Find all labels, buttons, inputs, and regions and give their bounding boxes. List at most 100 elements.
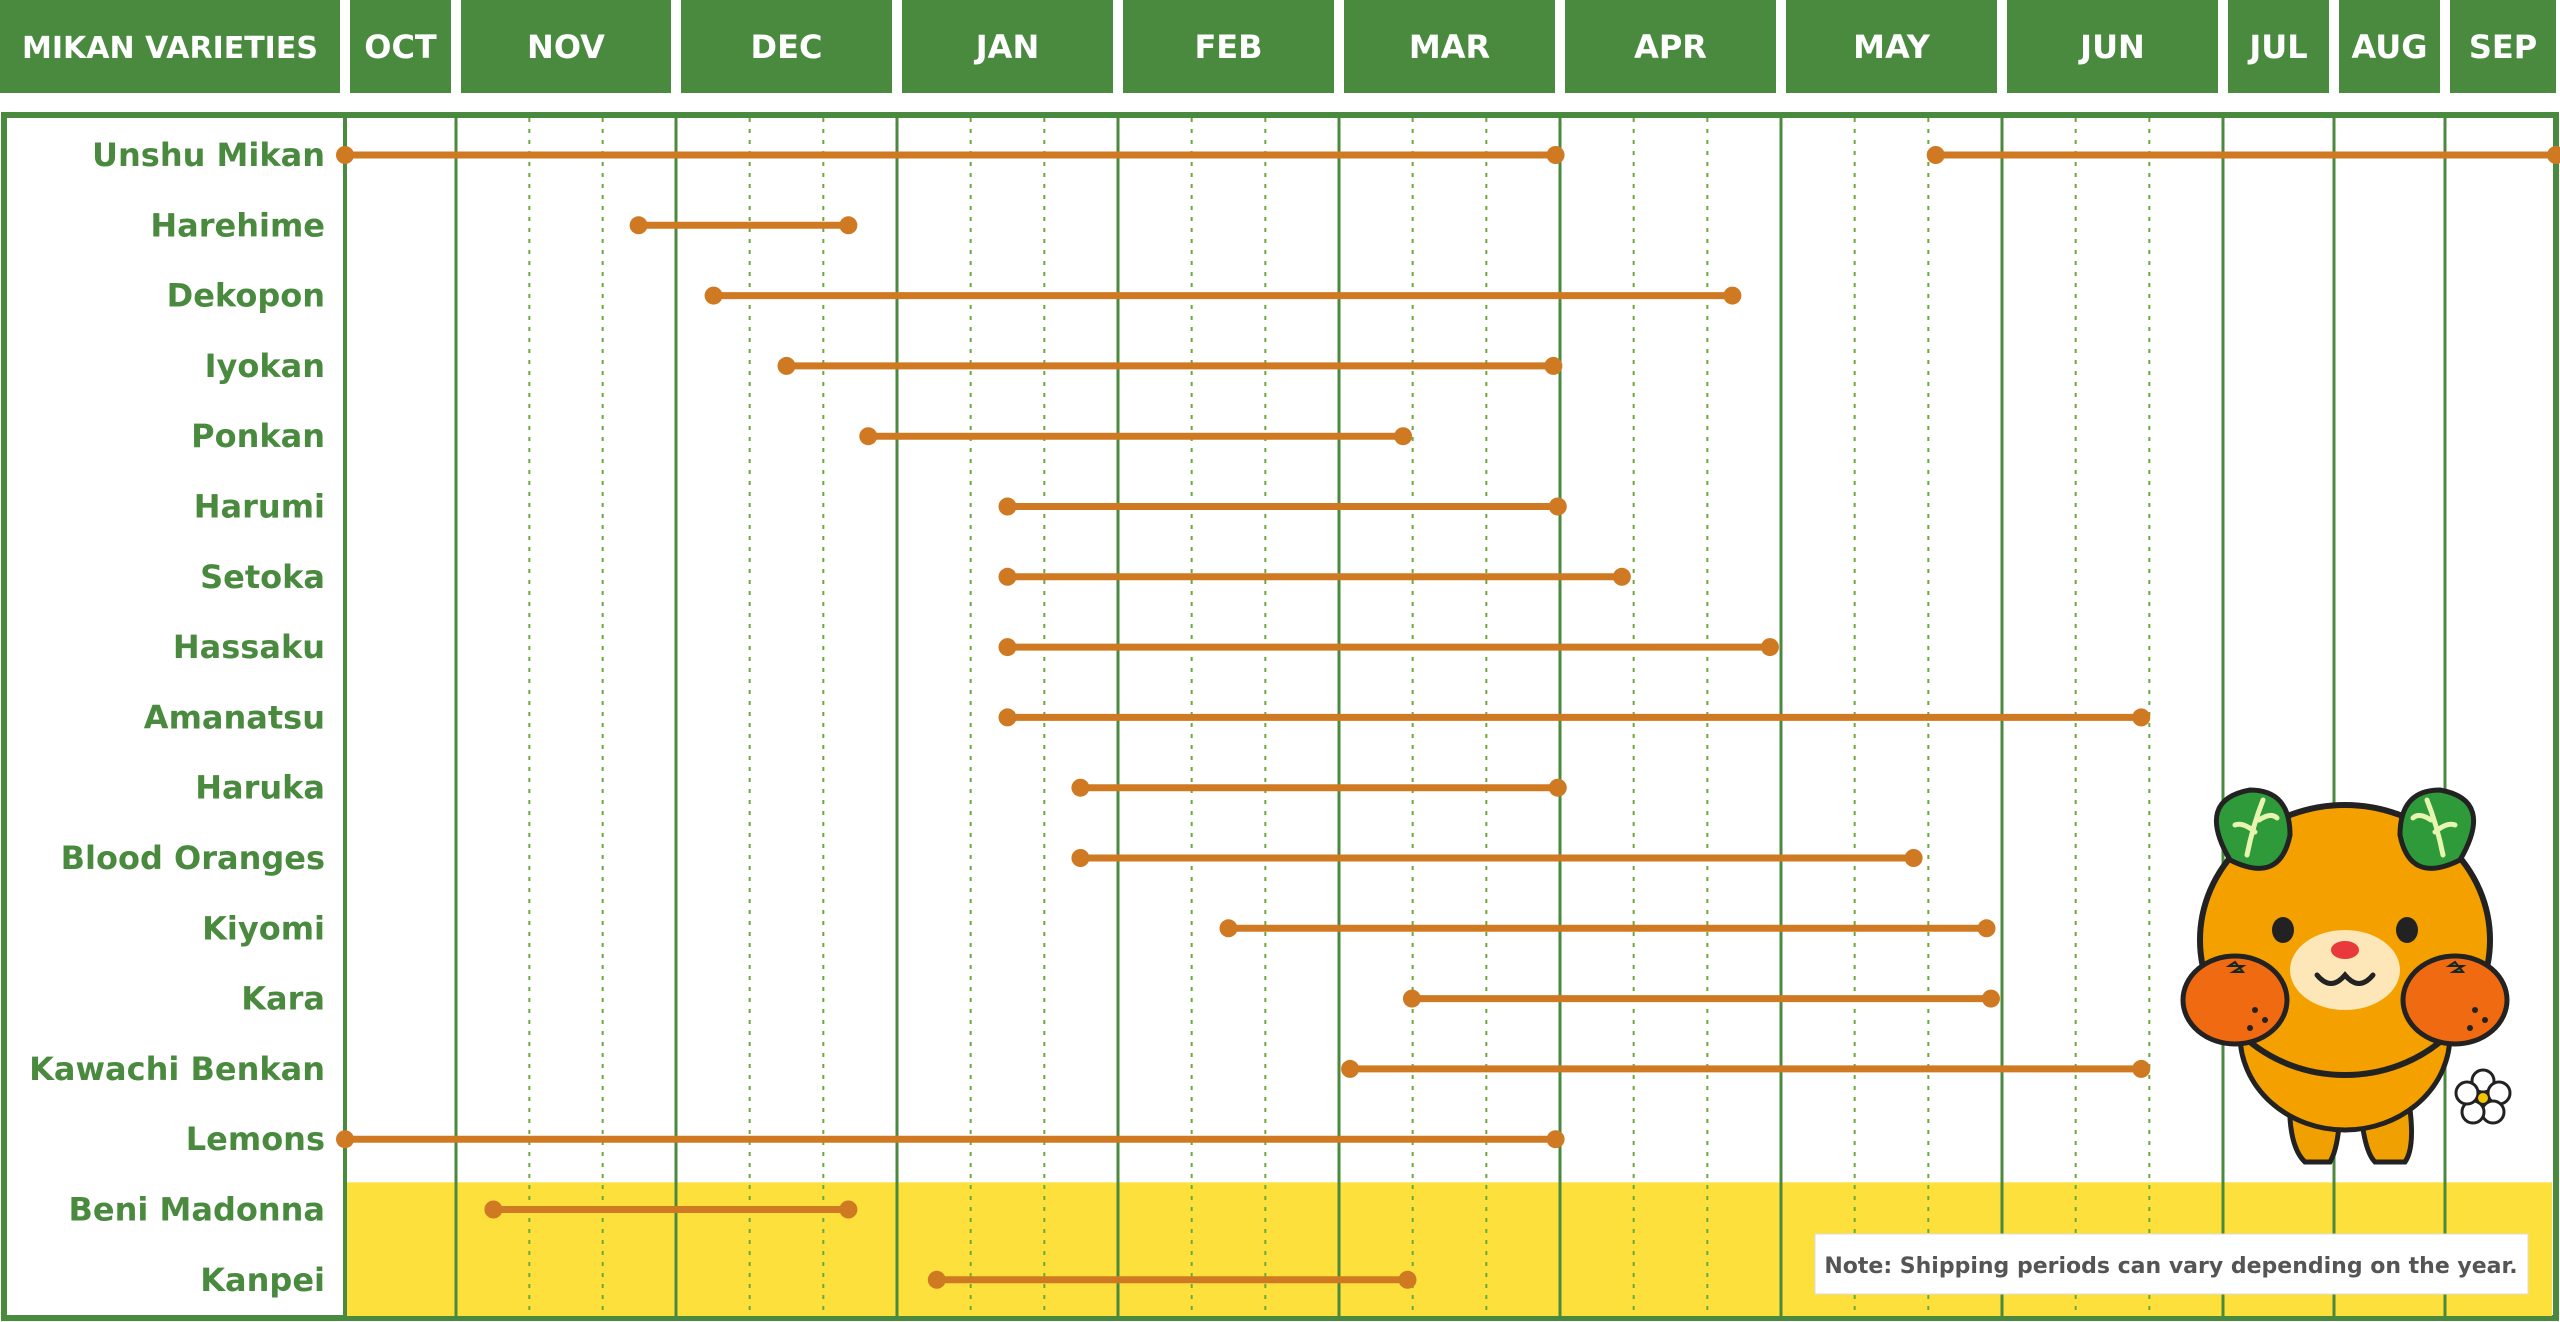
shipping-bar-kara — [1402, 989, 2000, 1008]
grid-lines — [343, 118, 2447, 1316]
bar-end-dot — [1981, 989, 2000, 1008]
bar-start-dot — [1341, 1059, 1360, 1078]
bar-end-dot — [2132, 708, 2151, 727]
variety-label-iyokan: Iyokan — [205, 347, 325, 385]
mikan-mascot-icon — [2180, 787, 2512, 1165]
variety-label-harehime: Harehime — [150, 206, 325, 244]
shipping-bar-amanatsu — [998, 708, 2151, 727]
bar-start-dot — [998, 567, 1017, 586]
bar-start-dot — [1071, 849, 1090, 867]
bar-end-dot — [1904, 849, 1923, 867]
bar-start-dot — [1071, 778, 1090, 797]
header-cell-jun — [2007, 0, 2218, 93]
header-cell-oct — [350, 0, 451, 93]
month-label-sep: SEP — [2469, 28, 2537, 66]
bar-end-dot — [1977, 919, 1996, 938]
month-label-apr: APR — [1634, 28, 1707, 66]
bar-start-dot — [336, 146, 354, 164]
bar-end-dot — [1394, 427, 1413, 446]
bar-end-dot — [1723, 286, 1742, 305]
bar-end-dot — [1548, 778, 1567, 797]
shipping-bar-lemons — [336, 1130, 1565, 1149]
variety-label-setoka: Setoka — [200, 558, 325, 596]
bar-end-dot — [1546, 146, 1565, 164]
bar-start-dot — [336, 1130, 354, 1149]
variety-label-kanpei: Kanpei — [200, 1261, 325, 1299]
shipping-bar-kawachi-benkan — [1341, 1059, 2151, 1078]
bar-end-dot — [1398, 1270, 1417, 1289]
bar-end-dot — [1548, 497, 1567, 516]
month-label-mar: MAR — [1409, 28, 1490, 66]
header-cell-title — [0, 0, 340, 93]
variety-label-unshu-mikan: Unshu Mikan — [92, 136, 325, 174]
bar-start-dot — [704, 286, 723, 305]
month-label-aug: AUG — [2351, 28, 2427, 66]
chart-title: MIKAN VARIETIES — [22, 31, 318, 66]
bar-end-dot — [2132, 1059, 2151, 1078]
bar-start-dot — [927, 1270, 946, 1289]
shipping-bar-setoka — [998, 567, 1631, 586]
header-cell-may — [1786, 0, 1997, 93]
variety-label-harumi: Harumi — [194, 488, 325, 526]
header-cell-apr — [1565, 0, 1776, 93]
shipping-bar-beni-madonna — [484, 1200, 858, 1219]
header-cell-feb — [1123, 0, 1334, 93]
month-label-oct: OCT — [364, 28, 437, 66]
header-cell-aug — [2339, 0, 2440, 93]
variety-label-dekopon: Dekopon — [167, 277, 325, 315]
header-cell-sep — [2450, 0, 2556, 93]
variety-label-ponkan: Ponkan — [191, 417, 325, 455]
shipping-note: Note: Shipping periods can vary dependin… — [1824, 1254, 2517, 1279]
variety-label-kiyomi: Kiyomi — [202, 909, 325, 947]
variety-label-beni-madonna: Beni Madonna — [69, 1191, 325, 1229]
shipping-bar-dekopon — [704, 286, 1742, 305]
variety-label-haruka: Haruka — [195, 769, 325, 807]
variety-label-kawachi-benkan: Kawachi Benkan — [29, 1050, 325, 1088]
shipping-bar-hassaku — [998, 638, 1779, 657]
note-box: Note: Shipping periods can vary dependin… — [1814, 1233, 2529, 1295]
header-cell-mar — [1344, 0, 1555, 93]
bar-start-dot — [998, 638, 1017, 657]
shipping-bar-ponkan — [859, 427, 1413, 446]
month-label-feb: FEB — [1194, 28, 1262, 66]
header-cell-jul — [2228, 0, 2329, 93]
shipping-bar-kanpei — [927, 1270, 1417, 1289]
bar-end-dot — [1760, 638, 1779, 657]
month-label-jul: JUL — [2247, 28, 2307, 66]
shipping-bar-iyokan — [777, 356, 1563, 375]
bar-start-dot — [484, 1200, 503, 1219]
variety-label-hassaku: Hassaku — [173, 628, 325, 666]
shipping-bars — [336, 146, 2560, 1289]
variety-label-blood-oranges: Blood Oranges — [61, 839, 325, 877]
month-label-nov: NOV — [527, 28, 605, 66]
variety-labels: Unshu Mikan Harehime Dekopon Iyokan Ponkan Ha… — [29, 136, 325, 1299]
bar-start-dot — [998, 497, 1017, 516]
bar-end-dot — [1612, 567, 1631, 586]
bar-start-dot — [629, 216, 648, 235]
variety-label-lemons: Lemons — [186, 1120, 325, 1158]
shipping-bar-blood-oranges — [1071, 849, 1923, 867]
bar-start-dot — [859, 427, 878, 446]
shipping-bar-harehime — [629, 216, 858, 235]
variety-label-amanatsu: Amanatsu — [144, 698, 325, 736]
header-cell-jan — [902, 0, 1113, 93]
month-label-jan: JAN — [974, 28, 1039, 66]
shipping-bar-unshu-mikan — [1926, 146, 2560, 164]
bar-end-dot — [1544, 356, 1563, 375]
bar-start-dot — [1402, 989, 1421, 1008]
bar-start-dot — [1926, 146, 1945, 164]
bar-end-dot — [1546, 1130, 1565, 1149]
variety-label-kara: Kara — [241, 980, 325, 1018]
shipping-bar-harumi — [998, 497, 1567, 516]
month-label-may: MAY — [1853, 28, 1931, 66]
shipping-bar-unshu-mikan — [336, 146, 1565, 164]
bar-start-dot — [1219, 919, 1238, 938]
shipping-bar-kiyomi — [1219, 919, 1996, 938]
bar-end-dot — [2547, 146, 2560, 164]
bar-end-dot — [839, 216, 858, 235]
header-cell-dec — [681, 0, 892, 93]
bar-start-dot — [998, 708, 1017, 727]
shipping-bar-haruka — [1071, 778, 1567, 797]
month-label-jun: JUN — [2078, 28, 2145, 66]
bar-end-dot — [839, 1200, 858, 1219]
